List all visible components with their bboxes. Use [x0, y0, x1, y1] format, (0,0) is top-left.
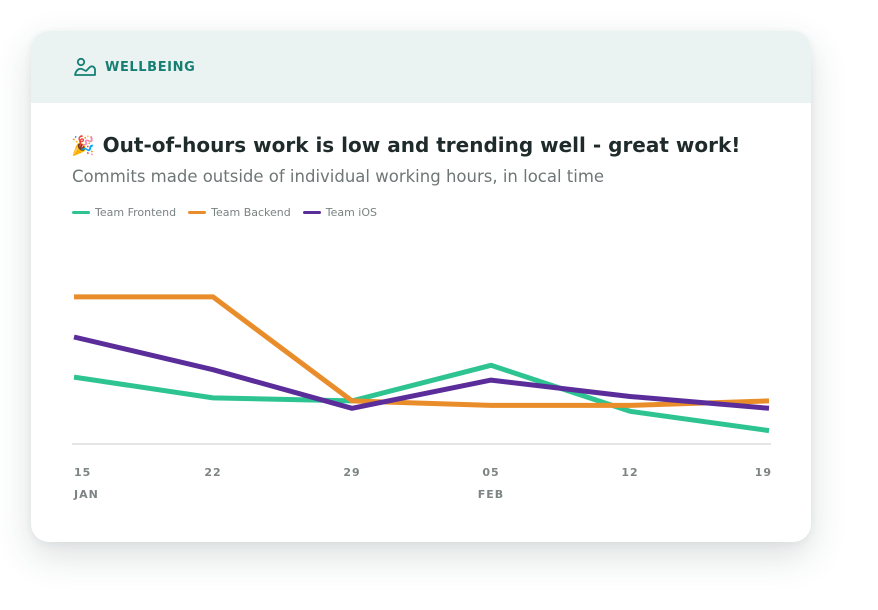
x-tick-label: 15	[74, 466, 91, 479]
headline-text: Out-of-hours work is low and trending we…	[102, 133, 741, 157]
legend-swatch	[72, 211, 90, 214]
section-label: WELLBEING	[105, 59, 196, 75]
wellbeing-card: WELLBEING 🎉 Out-of-hours work is low and…	[31, 31, 811, 542]
legend-label: Team Backend	[211, 206, 291, 219]
series-line-team-frontend	[73, 362, 770, 434]
legend-swatch	[188, 211, 207, 214]
series-line-team-backend	[74, 294, 770, 408]
x-tick-label: 12	[621, 466, 638, 479]
person-landscape-icon	[73, 57, 97, 77]
x-tick-label: 22	[204, 466, 221, 479]
x-tick-month-label: JAN	[73, 488, 99, 501]
party-popper-icon: 🎉	[71, 134, 95, 157]
legend-item: Team iOS	[302, 206, 378, 219]
series-line-team-ios	[73, 334, 770, 411]
chart-legend: Team Frontend Team Backend Team iOS	[72, 206, 389, 219]
legend-label: Team iOS	[325, 206, 378, 219]
card-header: WELLBEING	[31, 31, 811, 103]
x-tick-label: 05	[482, 466, 499, 479]
legend-swatch	[302, 211, 321, 214]
legend-label: Team Frontend	[95, 206, 177, 219]
chart-subtitle: Commits made outside of individual worki…	[72, 167, 605, 186]
legend-item: Team Backend	[188, 206, 291, 219]
x-tick-month-label: FEB	[478, 488, 504, 501]
legend-item: Team Frontend	[72, 206, 176, 219]
line-chart: 15 JAN 22 29 05 FEB 12 19	[72, 294, 772, 501]
x-tick-label: 19	[755, 466, 772, 479]
x-tick-label: 29	[343, 466, 360, 479]
insight-headline: 🎉 Out-of-hours work is low and trending …	[71, 133, 740, 157]
